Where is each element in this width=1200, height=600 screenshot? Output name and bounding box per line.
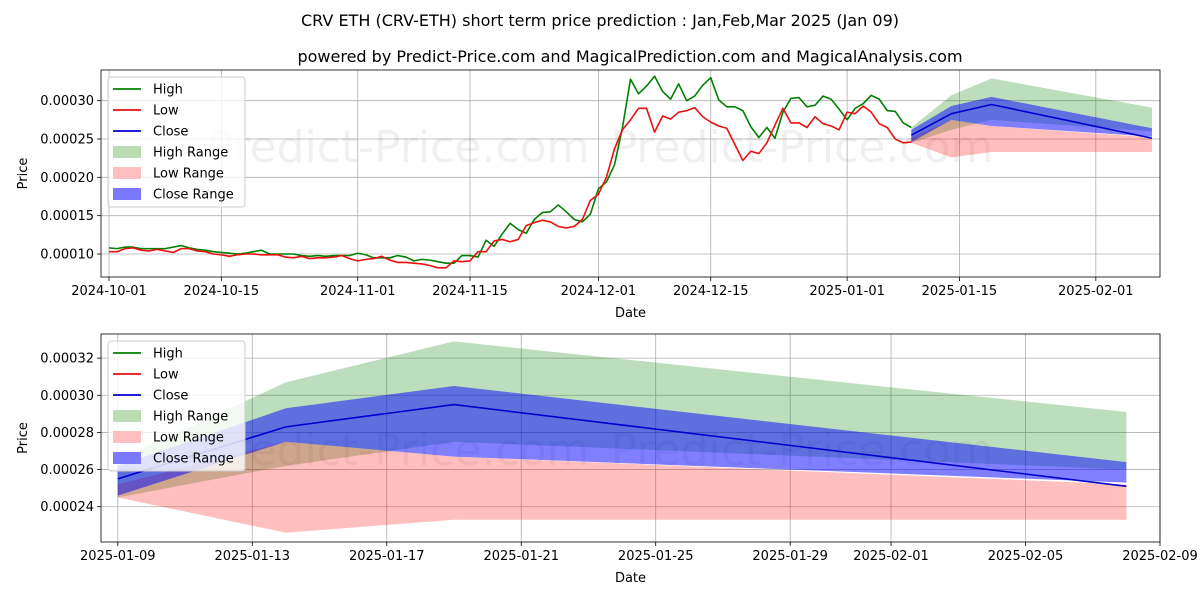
legend-label: Low Range: [153, 431, 224, 446]
y-tick-label: 0.00015: [40, 209, 94, 224]
legend-label: High: [153, 83, 183, 98]
legend-swatch: [113, 431, 141, 443]
close-range-band: [117, 386, 1127, 496]
legend-label: Close: [153, 389, 188, 404]
x-tick-label: 2025-01-21: [483, 549, 559, 564]
legend-swatch: [113, 410, 141, 422]
bottom-panel: Predict-Price.comPredict-Price.com2025-0…: [16, 333, 1198, 586]
plot-area: [117, 341, 1127, 533]
x-tick-label: 2025-01-29: [752, 549, 828, 564]
chart-subtitle: powered by Predict-Price.com and Magical…: [297, 47, 962, 66]
low-series-line: [109, 105, 912, 269]
y-axis-label: Price: [16, 158, 31, 190]
legend-swatch: [113, 452, 141, 464]
legend-swatch: [113, 188, 141, 200]
y-tick-label: 0.00032: [40, 352, 94, 367]
top-panel: Predict-Price.com Predict-Price.com2024-1…: [16, 69, 1161, 321]
legend-label: Low: [153, 104, 179, 119]
y-tick-label: 0.00028: [40, 426, 94, 441]
x-tick-label: 2025-01-15: [922, 284, 998, 299]
legend-label: High Range: [153, 146, 228, 161]
y-tick-label: 0.00026: [40, 463, 94, 478]
chart-title: CRV ETH (CRV-ETH) short term price predi…: [301, 11, 899, 30]
close-series-line: [910, 103, 1153, 140]
legend-label: High: [153, 347, 183, 362]
low-range-band: [911, 119, 1152, 158]
x-tick-label: 2025-02-05: [988, 549, 1064, 564]
legend: High Low Close High Range Low Range Close Ran…: [107, 76, 246, 208]
x-tick-label: 2025-01-01: [809, 284, 885, 299]
legend-label: Low: [153, 368, 179, 383]
y-tick-label: 0.00010: [40, 248, 94, 263]
x-tick-label: 2024-12-15: [673, 284, 749, 299]
x-tick-label: 2025-01-13: [215, 549, 291, 564]
legend-box: [107, 340, 246, 472]
x-tick-label: 2024-11-01: [320, 284, 396, 299]
y-tick-label: 0.00024: [40, 500, 94, 515]
legend-label: Close: [153, 125, 188, 140]
axes-frame: [100, 333, 1161, 543]
y-axis-label: Price: [16, 422, 31, 454]
x-tick-label: 2024-12-01: [561, 284, 637, 299]
x-tick-label: 2025-01-09: [80, 549, 156, 564]
y-tick-label: 0.00020: [40, 171, 94, 186]
x-tick-label: 2024-10-15: [184, 284, 260, 299]
legend-label: Close Range: [153, 452, 234, 467]
legend-swatch: [113, 167, 141, 179]
x-tick-label: 2025-02-09: [1122, 549, 1198, 564]
x-axis-label: Date: [615, 306, 646, 321]
legend-label: Close Range: [153, 188, 234, 203]
y-tick-label: 0.00030: [40, 389, 94, 404]
y-tick-label: 0.00030: [40, 94, 94, 109]
x-tick-label: 2024-11-15: [432, 284, 508, 299]
legend-box: [107, 76, 246, 208]
legend-label: High Range: [153, 410, 228, 425]
axes-frame: [100, 69, 1161, 278]
x-tick-label: 2025-02-01: [1058, 284, 1134, 299]
legend-swatch: [113, 146, 141, 158]
x-tick-label: 2025-01-25: [618, 549, 694, 564]
legend-label: Low Range: [153, 167, 224, 182]
low-range-band: [117, 441, 1127, 533]
legend: High Low Close High Range Low Range Close Ran…: [107, 340, 246, 472]
x-tick-label: 2025-02-01: [853, 549, 929, 564]
x-tick-label: 2025-01-17: [349, 549, 425, 564]
x-axis-label: Date: [615, 571, 646, 586]
watermark: Predict-Price.com: [207, 122, 590, 173]
plot-area: [108, 75, 1153, 269]
x-tick-label: 2024-10-01: [71, 284, 147, 299]
close-range-band: [911, 96, 1152, 143]
y-tick-label: 0.00025: [40, 133, 94, 148]
